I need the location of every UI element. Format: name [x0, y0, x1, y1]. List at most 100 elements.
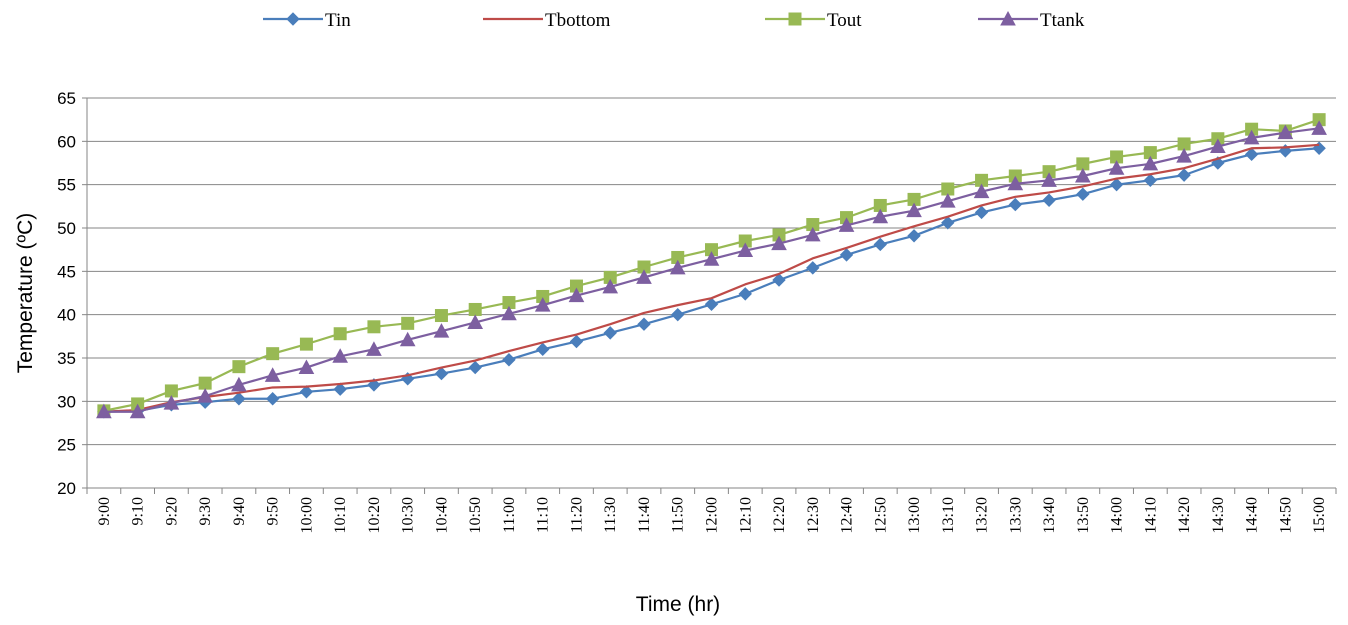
x-tick-label: 13:40 — [1041, 497, 1058, 533]
series-tin — [97, 141, 1326, 419]
x-tick-label: 14:10 — [1142, 497, 1159, 533]
x-tick-label: 11:50 — [670, 497, 687, 533]
y-tick-label: 40 — [57, 306, 76, 325]
data-point-tin — [839, 248, 854, 262]
data-point-tin — [434, 366, 449, 381]
data-point-ttank — [1074, 167, 1091, 183]
x-tick-label: 12:00 — [704, 497, 721, 533]
data-point-tout — [367, 320, 381, 334]
data-point-tin — [671, 307, 685, 322]
data-point-tin — [941, 216, 955, 230]
data-point-tin — [806, 261, 820, 275]
legend-label-tin: Tin — [325, 10, 351, 31]
x-tick-label: 9:10 — [130, 497, 147, 525]
legend: Tin Tbottom Tout Ttank — [263, 10, 1085, 31]
y-tick-label: 60 — [57, 132, 76, 151]
x-tick-label: 9:40 — [231, 497, 248, 525]
x-tick-label: 10:10 — [332, 497, 349, 533]
data-point-tin — [1143, 173, 1158, 188]
data-point-ttank — [1007, 175, 1024, 191]
x-tick-label: 13:20 — [974, 497, 991, 533]
data-point-tout — [434, 309, 448, 323]
data-point-ttank — [1243, 129, 1260, 145]
x-tick-label: 13:30 — [1007, 497, 1024, 533]
data-point-ttank — [96, 403, 112, 419]
data-point-ttank — [669, 259, 686, 275]
data-point-tout — [266, 347, 280, 361]
legend-label-ttank: Ttank — [1040, 10, 1085, 31]
x-tick-label: 12:20 — [771, 497, 788, 533]
data-point-tin — [738, 287, 752, 301]
x-tick-label: 11:20 — [568, 497, 585, 533]
series-ttank — [96, 120, 1327, 419]
data-point-tin — [1076, 187, 1090, 201]
data-point-tin — [1244, 147, 1259, 162]
data-point-tout — [198, 376, 212, 390]
data-point-ttank — [332, 348, 349, 363]
y-tick-label: 25 — [57, 436, 76, 455]
data-point-ttank — [433, 323, 450, 338]
x-tick-label: 10:20 — [366, 497, 383, 533]
y-tick-label: 55 — [57, 176, 76, 195]
data-point-tout — [232, 360, 246, 374]
data-point-ttank — [636, 269, 652, 284]
legend-marker-tout — [788, 12, 802, 26]
legend-label-tbottom: Tbottom — [545, 10, 611, 31]
x-tick-label: 13:10 — [940, 497, 957, 533]
data-point-ttank — [231, 376, 247, 392]
x-tick-label: 14:20 — [1176, 497, 1193, 533]
y-tick-label: 45 — [57, 262, 76, 281]
x-tick-label: 14:40 — [1244, 497, 1261, 533]
data-point-tin — [907, 229, 921, 243]
data-point-ttank — [366, 341, 382, 356]
y-tick-label: 30 — [57, 392, 76, 411]
data-point-tin — [603, 326, 617, 340]
data-point-tout — [468, 302, 482, 316]
data-point-tin — [232, 392, 246, 406]
data-point-ttank — [399, 331, 416, 347]
data-point-tin — [1177, 168, 1191, 182]
x-tick-label: 13:50 — [1075, 497, 1092, 533]
x-tick-label: 12:40 — [839, 497, 856, 533]
data-point-tout — [299, 337, 313, 351]
data-point-ttank — [737, 242, 754, 258]
x-tick-label: 14:00 — [1109, 497, 1126, 533]
legend-item-tbottom: Tbottom — [483, 10, 611, 31]
x-tick-label: 12:10 — [737, 497, 754, 533]
data-point-tin — [974, 205, 989, 220]
x-axis-title: Time (hr) — [636, 593, 720, 616]
data-point-tin — [637, 317, 651, 331]
data-point-ttank — [771, 235, 787, 251]
data-point-ttank — [501, 305, 517, 321]
x-tick-label: 10:50 — [467, 497, 484, 533]
x-tick-label: 14:50 — [1277, 497, 1294, 533]
gridlines — [87, 97, 1336, 489]
data-point-tin — [536, 342, 550, 357]
y-tick-label: 20 — [57, 479, 76, 498]
x-tick-label: 12:50 — [872, 497, 889, 533]
legend-item-tin: Tin — [263, 10, 351, 31]
x-tick-label: 10:40 — [433, 497, 450, 533]
data-point-ttank — [534, 297, 551, 312]
data-point-ttank — [906, 202, 922, 218]
data-point-tin — [1109, 177, 1124, 192]
x-tick-label: 11:40 — [636, 497, 653, 533]
x-tick-label: 12:30 — [805, 497, 822, 533]
data-point-tin — [265, 392, 280, 406]
data-point-ttank — [1176, 148, 1192, 163]
x-tick-label: 15:00 — [1311, 497, 1328, 533]
x-tick-label: 9:30 — [197, 497, 214, 525]
axes: 20 25 30 35 40 45 50 55 60 65 9:00 9:10 9:20 9:30 9:40… — [57, 89, 1337, 533]
x-tick-label: 10:00 — [298, 497, 315, 533]
x-tick-label: 11:00 — [501, 497, 518, 533]
data-point-tin — [772, 273, 786, 287]
data-point-tin — [1008, 197, 1023, 212]
data-point-tin — [569, 334, 584, 349]
data-point-ttank — [197, 388, 213, 403]
data-point-ttank — [163, 395, 180, 410]
data-point-ttank — [568, 287, 585, 303]
data-point-ttank — [467, 314, 484, 329]
data-point-ttank — [939, 193, 956, 208]
series-group — [96, 113, 1327, 419]
